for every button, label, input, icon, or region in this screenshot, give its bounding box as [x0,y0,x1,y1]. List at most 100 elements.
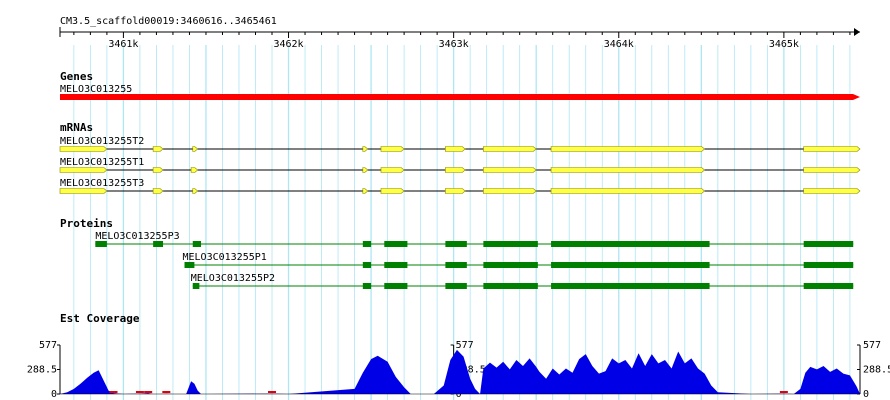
mrna-exon[interactable] [483,167,537,173]
ruler[interactable]: 3461k 3462k 3463k 3464k 3465k [59,27,860,50]
mrna-exon[interactable] [192,146,199,152]
protein-feature[interactable]: MELO3C013255P3 [95,231,854,247]
mrna-name: MELO3C013255T2 [60,136,144,147]
mrna-exon[interactable] [152,167,164,173]
section-title-coverage: Est Coverage [60,312,140,325]
protein-exon[interactable] [384,241,408,247]
mrna-feature[interactable]: MELO3C013255T1 [59,157,861,173]
gene-feature[interactable]: MELO3C013255 [60,84,860,100]
ruler-tick-label: 3462k [273,39,303,50]
coverage-low-mark [779,391,788,393]
protein-exon[interactable] [803,262,854,268]
coverage-low-mark [268,391,277,393]
genes-track[interactable]: MELO3C013255 [60,84,860,100]
mrna-exon[interactable] [803,167,861,173]
protein-exon[interactable] [445,241,467,247]
protein-exon[interactable] [384,262,408,268]
mrna-exon[interactable] [59,188,108,194]
gene-name: MELO3C013255 [60,84,132,95]
coverage-tick-label: 0 [863,389,869,400]
ruler-tick-label: 3461k [108,39,138,50]
protein-exon[interactable] [384,283,408,289]
region-label: CM3.5_scaffold00019:3460616..3465461 [60,16,277,27]
coverage-axis: 577 288.5 0 [857,340,890,400]
mrna-feature[interactable]: MELO3C013255T2 [59,136,861,152]
section-title-mrnas: mRNAs [60,121,93,134]
coverage-tick-label: 288.5 [456,365,486,376]
mrna-exon[interactable] [380,167,405,173]
mrna-exon[interactable] [152,188,164,194]
coverage-axis: 577 288.5 0 [27,340,61,400]
mrna-exon[interactable] [362,188,369,194]
mrna-name: MELO3C013255T3 [60,178,144,189]
mrna-exon[interactable] [362,146,369,152]
protein-name: MELO3C013255P1 [182,252,266,263]
protein-exon[interactable] [803,241,854,247]
mrna-exon[interactable] [550,188,706,194]
protein-exon[interactable] [551,283,710,289]
ruler-tick-label: 3465k [769,39,799,50]
protein-exon[interactable] [153,241,164,247]
gene-bar[interactable] [60,94,860,100]
coverage-tick-label: 577 [863,340,881,351]
protein-exon[interactable] [192,241,202,247]
protein-name: MELO3C013255P2 [191,273,275,284]
mrna-exon[interactable] [380,146,405,152]
ruler-tick-label: 3464k [604,39,634,50]
mrna-feature[interactable]: MELO3C013255T3 [59,178,861,194]
protein-exon[interactable] [362,241,372,247]
protein-exon[interactable] [551,262,710,268]
mrna-exon[interactable] [483,188,537,194]
coverage-chart: 577 288.5 0 577 288.5 0 577 288.5 0 [27,340,890,400]
mrna-exon[interactable] [59,146,108,152]
protein-name: MELO3C013255P3 [95,231,179,242]
mrna-exon[interactable] [550,146,706,152]
mrna-exon[interactable] [152,146,164,152]
protein-exon[interactable] [95,241,107,247]
protein-exon[interactable] [803,283,854,289]
mrna-exon[interactable] [192,188,199,194]
protein-exon[interactable] [445,262,467,268]
coverage-tick-label: 577 [456,340,474,351]
mrnas-track[interactable]: MELO3C013255T2 MELO3C013255T1 MELO3C013255… [59,136,861,194]
protein-feature[interactable]: MELO3C013255P1 [182,252,854,268]
coverage-tick-label: 288.5 [27,365,57,376]
section-title-proteins: Proteins [60,217,113,230]
coverage-low-mark [144,391,153,393]
mrna-exon[interactable] [445,167,466,173]
mrna-exon[interactable] [190,167,199,173]
mrna-exon[interactable] [803,188,861,194]
mrna-name: MELO3C013255T1 [60,157,144,168]
protein-exon[interactable] [445,283,467,289]
mrna-exon[interactable] [550,167,706,173]
ruler-tick-label: 3463k [439,39,469,50]
coverage-tick-label: 577 [39,340,57,351]
mrna-exon[interactable] [445,188,466,194]
coverage-low-mark [109,391,118,393]
mrna-exon[interactable] [380,188,405,194]
coverage-low-mark [162,391,171,393]
protein-feature[interactable]: MELO3C013255P2 [191,273,854,289]
protein-exon[interactable] [483,241,538,247]
mrna-exon[interactable] [362,167,369,173]
mrna-exon[interactable] [803,146,861,152]
protein-exon[interactable] [184,262,195,268]
protein-exon[interactable] [551,241,710,247]
protein-exon[interactable] [192,283,200,289]
protein-exon[interactable] [362,283,372,289]
mrna-exon[interactable] [445,146,466,152]
section-title-genes: Genes [60,70,93,83]
protein-exon[interactable] [483,262,538,268]
protein-exon[interactable] [483,283,538,289]
protein-exon[interactable] [362,262,372,268]
ruler-end-arrow [854,28,860,36]
coverage-tick-label: 0 [456,389,462,400]
mrna-exon[interactable] [59,167,108,173]
coverage-low-mark [135,391,144,393]
grid-lines [73,45,851,400]
coverage-tick-label: 0 [51,389,57,400]
mrna-exon[interactable] [483,146,537,152]
